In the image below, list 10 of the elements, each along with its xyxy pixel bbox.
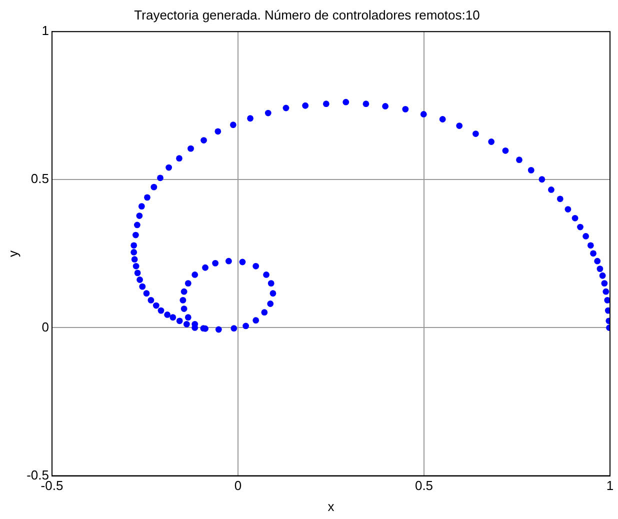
x-tick-label: 0.5 bbox=[414, 478, 434, 494]
y-tick-label: 0 bbox=[42, 319, 49, 334]
y-tick-label: -0.5 bbox=[26, 467, 49, 482]
chart-title: Trayectoria generada. Número de controladores remotos:10 bbox=[134, 7, 480, 22]
x-tick-label: 1 bbox=[606, 478, 614, 494]
x-axis-title: x bbox=[328, 498, 335, 514]
x-tick-label: 0 bbox=[234, 478, 242, 494]
y-axis-title: y bbox=[5, 250, 20, 257]
y-tick-label: 0.5 bbox=[30, 171, 49, 186]
y-tick-label: 1 bbox=[42, 23, 49, 38]
